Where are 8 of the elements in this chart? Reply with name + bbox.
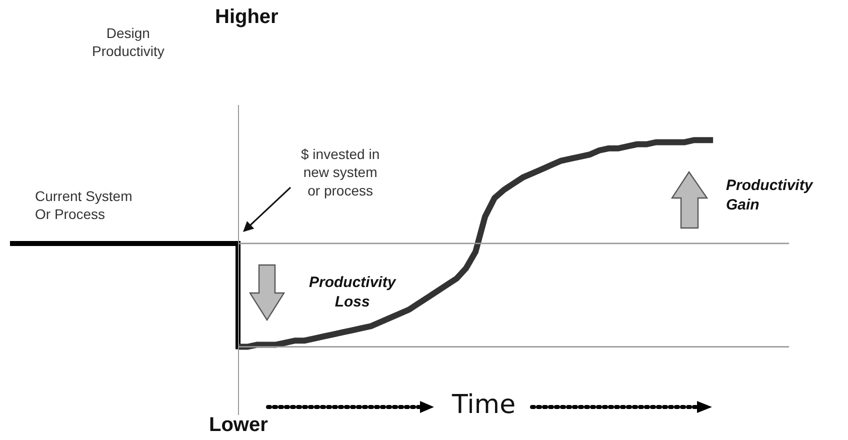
text: Productivity Gain [726, 177, 814, 214]
text: Higher [215, 6, 279, 28]
annotation: $ invested in new system or process [301, 146, 380, 198]
text: Design Productivity [92, 25, 164, 60]
text: Lower [209, 414, 268, 436]
x-axis-title: Time [451, 390, 516, 420]
annotation: Productivity Loss [309, 274, 396, 310]
annotation: Current System Or Process [35, 188, 132, 222]
